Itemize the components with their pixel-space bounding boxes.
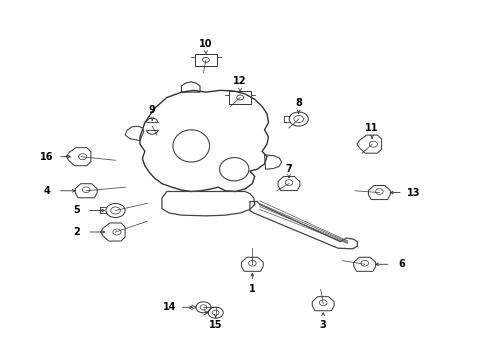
Text: 14: 14: [163, 302, 176, 312]
Text: 8: 8: [295, 98, 302, 108]
Text: 15: 15: [209, 320, 222, 330]
Text: 6: 6: [398, 259, 405, 269]
Text: 4: 4: [44, 186, 50, 196]
Text: 5: 5: [73, 206, 80, 216]
Text: 1: 1: [249, 284, 256, 294]
Text: 9: 9: [149, 105, 155, 115]
Bar: [195, 54, 217, 66]
Text: 12: 12: [233, 76, 247, 86]
Text: 10: 10: [199, 39, 213, 49]
Text: 16: 16: [40, 152, 54, 162]
Text: 13: 13: [407, 188, 420, 198]
Text: 11: 11: [365, 123, 379, 133]
Text: 3: 3: [320, 320, 326, 330]
Bar: [229, 91, 251, 104]
Text: 7: 7: [286, 164, 293, 174]
Text: 2: 2: [73, 227, 80, 237]
